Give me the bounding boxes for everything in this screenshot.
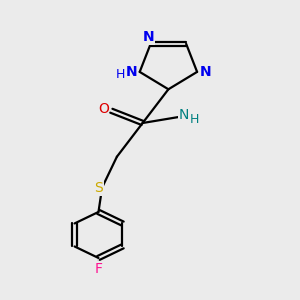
Text: N: N (200, 65, 211, 79)
Text: S: S (94, 181, 103, 195)
Text: N: N (179, 108, 189, 122)
Text: H: H (116, 68, 125, 81)
Text: N: N (143, 30, 154, 44)
Text: H: H (190, 113, 200, 126)
Text: O: O (98, 102, 109, 116)
Text: F: F (94, 262, 103, 276)
Text: N: N (126, 65, 137, 79)
